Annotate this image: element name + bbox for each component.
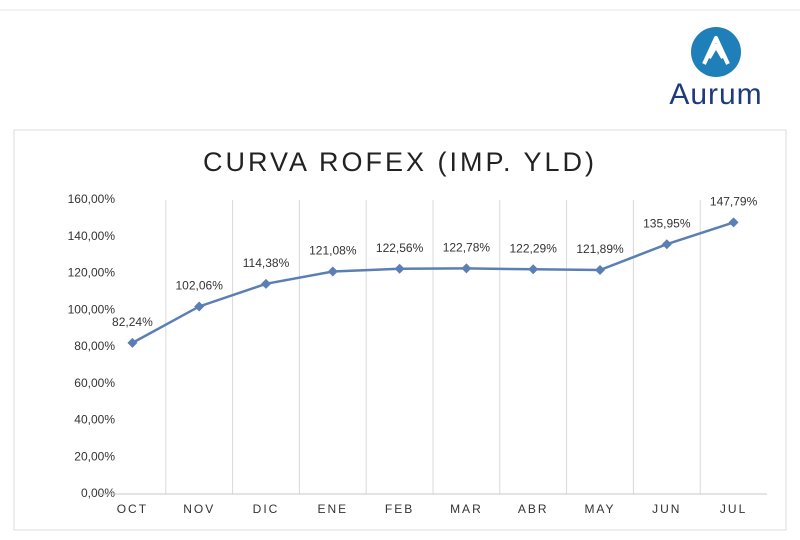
marker bbox=[728, 217, 739, 228]
x-tick-label: NOV bbox=[183, 502, 215, 516]
line bbox=[131, 221, 734, 344]
x-tick-label: JUL bbox=[720, 502, 747, 516]
y-tick-label: 160,00% bbox=[68, 192, 116, 206]
y-tick-label: 140,00% bbox=[68, 229, 116, 243]
marker bbox=[127, 337, 138, 348]
marker bbox=[461, 263, 472, 274]
marker bbox=[595, 265, 605, 276]
marker bbox=[528, 264, 539, 275]
data-label: 121,89% bbox=[576, 242, 624, 256]
data-label: 114,38% bbox=[243, 256, 290, 270]
y-tick-label: 100,00% bbox=[68, 302, 116, 316]
chart-frame bbox=[13, 129, 787, 531]
data-label: 147,79% bbox=[710, 195, 758, 209]
x-tick-label: ENE bbox=[317, 502, 348, 516]
data-label: 122,29% bbox=[510, 241, 558, 255]
marker bbox=[194, 301, 205, 312]
marker bbox=[327, 266, 338, 277]
x-tick-label: OCT bbox=[117, 502, 148, 516]
data-label: 121,08% bbox=[309, 244, 357, 258]
x-tick-label: MAY bbox=[584, 502, 615, 516]
x-tick-label: FEB bbox=[385, 502, 414, 516]
x-tick-label: DIC bbox=[253, 502, 280, 516]
x-tick-label: JUN bbox=[652, 502, 681, 516]
chart-title: CURVA ROFEX (IMP. YLD) bbox=[203, 147, 597, 177]
logo-text: Aurum bbox=[669, 78, 762, 111]
data-label: 135,95% bbox=[643, 216, 691, 230]
marker bbox=[394, 263, 405, 274]
data-label: 102,06% bbox=[176, 279, 224, 293]
y-tick-label: 120,00% bbox=[68, 266, 116, 280]
logo-icon bbox=[702, 36, 730, 65]
marker bbox=[661, 239, 672, 250]
x-tick-label: ABR bbox=[518, 502, 549, 516]
y-tick-label: 20,00% bbox=[74, 449, 115, 463]
data-label: 122,56% bbox=[376, 241, 424, 255]
data-label: 82,24% bbox=[112, 315, 153, 329]
marker bbox=[261, 278, 271, 289]
logo-circle bbox=[691, 27, 741, 77]
data-label: 122,78% bbox=[443, 241, 491, 255]
y-tick-label: 80,00% bbox=[74, 339, 115, 353]
logo: Aurum bbox=[669, 27, 762, 111]
y-tick-label: 0,00% bbox=[81, 486, 115, 500]
x-tick-label: MAR bbox=[450, 502, 483, 516]
y-tick-label: 40,00% bbox=[74, 413, 115, 427]
y-tick-label: 60,00% bbox=[74, 376, 115, 390]
